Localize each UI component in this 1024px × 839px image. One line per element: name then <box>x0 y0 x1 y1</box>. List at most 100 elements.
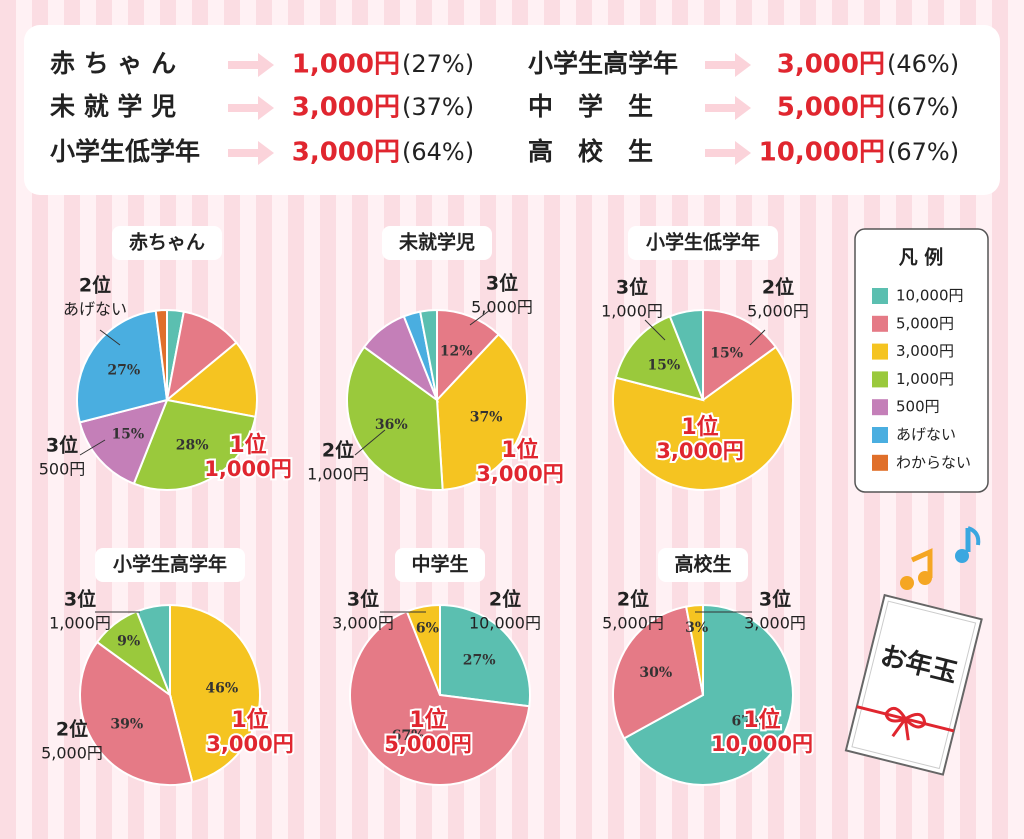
summary-label: 中 学 生 <box>528 92 653 121</box>
legend-swatch <box>872 427 888 443</box>
summary-amount: 3,000円 <box>777 50 885 80</box>
summary-share: (67%) <box>887 93 959 121</box>
leader-line <box>354 429 386 456</box>
rank-amount: 5,000円 <box>384 732 471 756</box>
pie-slice <box>702 308 778 402</box>
pie-title: 高校生 <box>674 553 731 576</box>
summary-label: 高 校 生 <box>528 137 653 166</box>
summary-share: (46%) <box>887 50 959 78</box>
summary-label: 小学生低学年 <box>50 137 200 166</box>
pie-slice <box>612 605 705 740</box>
pie-slice <box>349 610 531 786</box>
rank: 2位 <box>56 718 88 741</box>
pie-title-box <box>628 226 778 260</box>
legend-box <box>854 228 989 493</box>
leader-line <box>469 309 491 326</box>
legend-label: わからない <box>896 453 971 471</box>
pie-value-label: 9% <box>117 634 140 650</box>
legend-swatch <box>872 371 888 388</box>
rank: 3位 <box>64 588 96 611</box>
summary-amount: 1,000円 <box>292 50 400 80</box>
pie-chart: 中学生 27% 67% 6% 3位 3,000円 2位 10,000円 1位5,000円 <box>332 548 541 786</box>
arrow <box>228 96 274 120</box>
pie-slice <box>132 398 257 491</box>
leader-line <box>79 439 106 456</box>
rank: 1位 <box>229 432 266 458</box>
rank: 3位 <box>486 272 518 295</box>
pie-title-box <box>382 226 492 260</box>
pie-value-label: 15% <box>710 345 743 361</box>
pie-slice <box>76 309 169 424</box>
pie-title: 未就学児 <box>398 231 475 254</box>
legend-title: 凡 例 <box>899 246 944 269</box>
legend-label: 500円 <box>896 398 940 416</box>
rank: 1位 <box>231 707 268 733</box>
rank-amount: 1,000円 <box>307 465 369 484</box>
summary-label: 小学生高学年 <box>528 49 678 78</box>
pie-chart: 小学生低学年 15% 64% 15% 3位 1,000円 2位 5,000円 1位3,000円 <box>601 226 809 491</box>
rank-amount: 5,000円 <box>471 298 533 317</box>
pie-value-label: 46% <box>205 680 238 696</box>
pie-title: 赤ちゃん <box>129 232 205 254</box>
pie-title-box <box>658 548 748 582</box>
pie-value-label: 67% <box>392 728 425 744</box>
rank-amount: 500円 <box>39 460 86 479</box>
rank-amount: 1,000円 <box>49 614 111 633</box>
pie-value-label: 36% <box>375 417 408 433</box>
pie-value-label: 15% <box>111 427 144 443</box>
summary-label: 赤 ち ゃ ん <box>50 49 176 78</box>
rank-amount: 1,000円 <box>204 457 291 481</box>
pie-slice <box>612 345 794 491</box>
pie-value-label: 28% <box>176 438 209 454</box>
leader-line <box>99 329 121 346</box>
rank: 1位 <box>681 414 718 440</box>
pie-slice <box>622 603 794 786</box>
summary-share: (27%) <box>402 50 474 78</box>
rank: 2位 <box>489 588 521 611</box>
summary-amount: 5,000円 <box>777 93 885 123</box>
pie-title-box <box>112 226 222 260</box>
arrow <box>705 141 751 165</box>
legend-label: 3,000円 <box>896 342 954 360</box>
pie-slice <box>164 341 258 419</box>
pie-value-label: 15% <box>647 357 680 373</box>
pie-slice <box>79 640 194 786</box>
pie-chart: 未就学児 12% 37% 36% 3位 5,000円 2位 1,000円 1位3,000円 <box>307 226 566 491</box>
rank-amount: 10,000円 <box>711 732 813 756</box>
rank: 3位 <box>46 434 78 457</box>
summary-share: (67%) <box>887 138 959 166</box>
summary-amount: 3,000円 <box>292 93 400 123</box>
pie-title: 中学生 <box>411 553 468 576</box>
pie-slice <box>439 603 531 708</box>
summary-share: (37%) <box>402 93 474 121</box>
summary-share: (64%) <box>402 138 474 166</box>
envelope: お年玉 <box>844 593 983 776</box>
legend-swatch <box>872 399 888 416</box>
rank-amount: 3,000円 <box>332 614 394 633</box>
pie-value-label: 37% <box>470 410 503 426</box>
pie-value-label: 39% <box>110 716 143 732</box>
pie-title: 小学生低学年 <box>646 231 760 254</box>
pie-slice <box>346 345 444 491</box>
arrow <box>705 96 751 120</box>
pie-value-label: 27% <box>463 652 496 668</box>
legend-swatch <box>872 288 888 304</box>
arrow <box>705 53 751 77</box>
rank: 2位 <box>322 439 354 462</box>
pie-slice <box>435 332 528 491</box>
legend-swatch <box>872 315 888 332</box>
summary-amount: 3,000円 <box>292 138 400 168</box>
pie-value-label: 3% <box>685 620 708 636</box>
leader-line <box>644 319 666 341</box>
pie-slice <box>418 308 438 401</box>
pie-slice <box>436 308 501 403</box>
pie-value-label: 12% <box>440 343 473 359</box>
legend-label: 5,000円 <box>896 314 954 332</box>
rank: 1位 <box>501 437 538 463</box>
legend-swatch <box>872 343 888 360</box>
pie-title: 小学生高学年 <box>113 553 227 576</box>
leader-line <box>749 329 766 346</box>
rank: 2位 <box>762 276 794 299</box>
pie-slice <box>135 603 171 696</box>
